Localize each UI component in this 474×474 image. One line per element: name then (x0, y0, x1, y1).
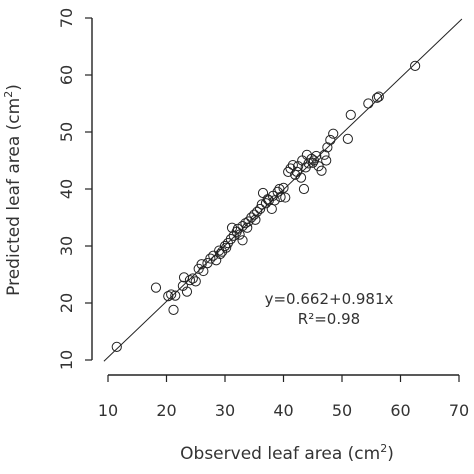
y-tick-label: 70 (57, 8, 76, 28)
data-point (242, 222, 253, 233)
data-point (205, 253, 216, 264)
fit-equation: y=0.662+0.981x (265, 290, 394, 308)
data-point (307, 157, 318, 168)
data-point (249, 209, 260, 220)
data-point (319, 149, 330, 160)
y-tick-label: 40 (57, 179, 76, 199)
data-point (178, 272, 190, 283)
y-axis-title-main: Predicted leaf area (cm (4, 98, 24, 296)
data-point (215, 248, 226, 260)
y-axis-title: Predicted leaf area (cm2) (2, 84, 24, 296)
y-tick-label: 30 (57, 236, 76, 256)
data-point (328, 128, 339, 139)
data-point (252, 206, 263, 217)
x-axis-title-close: ) (387, 444, 394, 464)
data-point (363, 98, 374, 109)
data-point (311, 150, 322, 162)
data-point (198, 265, 209, 277)
data-point (345, 109, 356, 121)
data-point (187, 273, 198, 284)
data-point (240, 218, 251, 229)
data-point (322, 142, 333, 153)
data-point (274, 183, 285, 195)
data-point (280, 192, 291, 203)
y-tick-label: 60 (57, 65, 76, 85)
data-point (255, 203, 266, 215)
y-tick-label: 10 (57, 350, 76, 370)
x-axis-title-sup: 2 (380, 442, 387, 455)
y-axis-title-sup: 2 (2, 91, 15, 98)
data-point (184, 275, 195, 286)
data-point (196, 259, 207, 270)
x-tick-label: 60 (390, 401, 410, 420)
data-point (237, 235, 248, 246)
regression-line (103, 18, 463, 362)
data-point (181, 286, 193, 297)
data-point (295, 172, 307, 183)
data-point (163, 291, 174, 302)
x-tick-label: 30 (215, 401, 235, 420)
data-point (266, 203, 277, 215)
fit-line-group (103, 18, 463, 362)
x-tick-label: 70 (449, 401, 469, 420)
data-point (373, 91, 384, 102)
y-tick-label: 20 (57, 293, 76, 313)
data-point (150, 282, 162, 293)
data-point (410, 60, 421, 71)
data-point (170, 290, 181, 301)
y-axis: 10 20 30 40 50 60 70 (57, 8, 93, 370)
y-tick-label: 50 (57, 122, 76, 142)
x-tick-label: 20 (156, 401, 176, 420)
data-point (262, 194, 273, 205)
data-point (321, 155, 332, 166)
points-group (111, 60, 421, 352)
x-axis: 10 20 30 40 50 60 70 (98, 374, 469, 420)
data-point (111, 341, 122, 352)
data-point (168, 304, 179, 315)
x-tick-label: 50 (332, 401, 352, 420)
data-point (325, 134, 336, 146)
x-tick-label: 10 (98, 401, 118, 420)
data-point (166, 289, 177, 300)
data-point (190, 276, 201, 287)
x-tick-label: 40 (273, 401, 293, 420)
data-point (221, 242, 232, 253)
data-point (250, 214, 261, 225)
data-point (225, 234, 236, 245)
data-point (316, 165, 327, 176)
data-point (372, 92, 383, 103)
y-axis-title-close: ) (4, 84, 24, 91)
data-point (219, 240, 231, 252)
data-point (278, 182, 289, 193)
x-axis-title: Observed leaf area (cm2) (180, 442, 394, 464)
x-axis-title-main: Observed leaf area (cm (180, 444, 380, 464)
r-squared: R²=0.98 (298, 310, 360, 328)
data-point (275, 191, 286, 203)
data-point (298, 183, 310, 195)
data-point (342, 133, 353, 144)
